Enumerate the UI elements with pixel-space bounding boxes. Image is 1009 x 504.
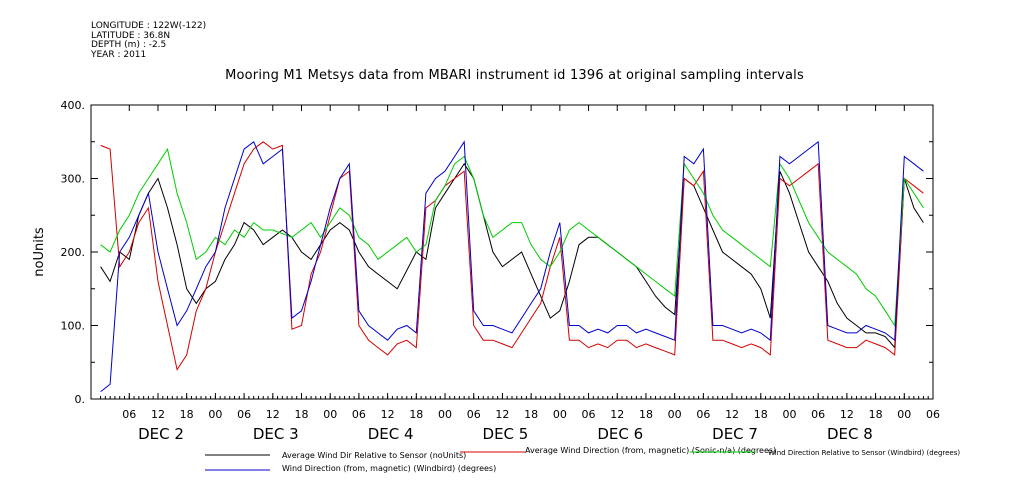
x-tick-label: 06 (582, 408, 596, 421)
latitude-text: LATITUDE : 36.8N (91, 30, 171, 41)
y-tick-label: 0. (75, 393, 86, 406)
x-day-label: DEC 8 (827, 425, 873, 443)
x-tick-label: 18 (639, 408, 653, 421)
x-tick-label: 00 (438, 408, 452, 421)
plot-frame (90, 104, 934, 400)
x-tick-label: 00 (897, 408, 911, 421)
x-tick-label: 12 (381, 408, 395, 421)
x-tick-label: 06 (352, 408, 366, 421)
x-day-label: DEC 7 (712, 425, 758, 443)
y-tick-label: 300. (61, 173, 86, 186)
x-tick-label: 06 (696, 408, 710, 421)
x-tick-label: 12 (266, 408, 280, 421)
x-day-label: DEC 5 (483, 425, 529, 443)
x-tick-label: 12 (495, 408, 509, 421)
y-axis-label: noUnits (32, 227, 47, 277)
x-axis: 06 12 18 00 06 12 18 00 06 12 18 00 06 12 18 00 06 12 18 00… (100, 105, 940, 443)
x-tick-label: 06 (237, 408, 251, 421)
series-line-2 (100, 141, 924, 371)
x-tick-label: 06 (122, 408, 136, 421)
x-tick-label: 00 (323, 408, 337, 421)
x-tick-label: 18 (180, 408, 194, 421)
legend-label-1: Average Wind Dir Relative to Sensor (noU… (282, 451, 466, 460)
y-tick-label: 200. (61, 246, 86, 259)
year-text: YEAR : 2011 (91, 49, 147, 60)
series-line-1 (100, 162, 924, 349)
location-metadata: LONGITUDE : 122W(-122) LATITUDE : 36.8N … (91, 21, 207, 60)
chart-title: Mooring M1 Metsys data from MBARI instru… (225, 68, 804, 83)
x-tick-label: 06 (811, 408, 825, 421)
x-tick-label: 18 (409, 408, 423, 421)
series-layer (100, 140, 924, 392)
x-tick-label: 00 (553, 408, 567, 421)
x-tick-label: 12 (610, 408, 624, 421)
x-tick-label: 18 (295, 408, 309, 421)
x-day-label: DEC 2 (138, 425, 184, 443)
series-line-3 (100, 147, 924, 328)
x-tick-label: 12 (151, 408, 165, 421)
y-tick-label: 100. (61, 320, 86, 333)
legend-label-4: Wind Direction (from, magnetic) (Windbir… (282, 464, 496, 473)
x-day-label: DEC 4 (368, 425, 414, 443)
x-tick-label: 18 (524, 408, 538, 421)
legend-label-2: Average Wind Direction (from, magnetic) … (525, 446, 776, 455)
x-tick-label: 18 (869, 408, 883, 421)
x-tick-label: 00 (782, 408, 796, 421)
x-tick-label: 00 (208, 408, 222, 421)
x-tick-label: 06 (926, 408, 940, 421)
depth-text: DEPTH (m) : -2.5 (91, 40, 167, 50)
y-axis: 0. 100. 200. 300. 400. (61, 99, 933, 406)
y-tick-label: 400. (61, 99, 86, 112)
x-day-label: DEC 6 (597, 425, 643, 443)
x-tick-label: 06 (467, 408, 481, 421)
legend: Average Wind Dir Relative to Sensor (noU… (205, 446, 960, 473)
longitude-text: LONGITUDE : 122W(-122) (91, 21, 207, 31)
series-line-4 (100, 140, 924, 392)
x-tick-label: 12 (840, 408, 854, 421)
legend-label-3: Wind Direction Relative to Sensor (Windb… (768, 449, 960, 457)
x-tick-label: 12 (725, 408, 739, 421)
x-tick-label: 00 (668, 408, 682, 421)
x-day-label: DEC 3 (253, 425, 299, 443)
x-tick-label: 18 (754, 408, 768, 421)
